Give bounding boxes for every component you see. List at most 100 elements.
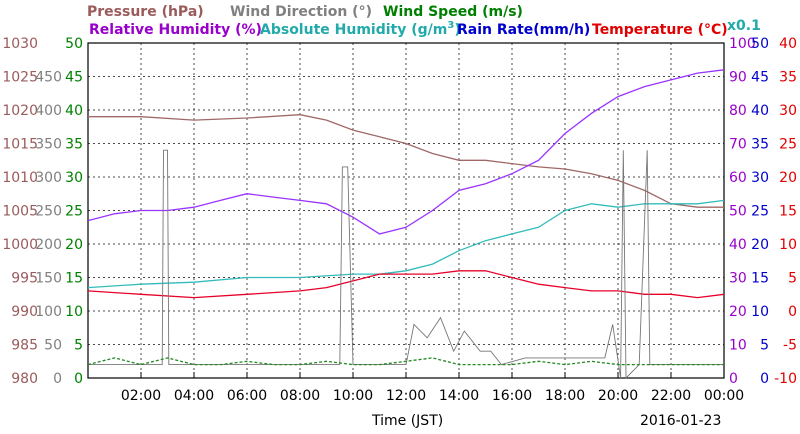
y-tick-rain-rate: 20 [751,237,769,253]
x-tick-label: 00:00 [704,388,744,404]
y-tick-temperature: 25 [779,137,797,153]
y-tick-temperature: 5 [788,271,797,287]
y-tick-wind-speed: 15 [65,271,83,287]
x-tick-label: 14:00 [439,388,479,404]
x-tick-label: 10:00 [333,388,373,404]
legend-absolute-humidity-sup: 3 [447,20,454,31]
series-absolute-humidity [87,199,725,289]
x-tick-label: 02:00 [121,388,161,404]
series-relative-humidity [87,69,725,235]
legend-absolute-humidity: Absolute Humidity (g/m3) [260,20,461,38]
x-tick-label: 04:00 [174,388,214,404]
y-tick-wind-direction: 350 [35,137,62,153]
y-tick-wind-direction: 100 [35,304,62,320]
y-tick-temperature: 0 [788,304,797,320]
y-tick-wind-direction: 300 [35,170,62,186]
y-tick-pressure: 990 [11,304,38,320]
legend-scale-note: x0.1 [727,18,761,34]
legend-absolute-humidity-label: Absolute Humidity (g/m [260,22,447,38]
legend-temperature: Temperature (°C) [592,22,728,38]
y-tick-temperature: 10 [779,237,797,253]
series-wind-direction [88,149,724,380]
legend-pressure: Pressure (hPa) [87,4,204,20]
y-tick-temperature: 30 [779,103,797,119]
y-tick-wind-direction: 400 [35,103,62,119]
y-tick-pressure: 1005 [2,204,38,220]
series-pressure [88,114,724,208]
legend-absolute-humidity-end: ) [454,22,460,38]
y-tick-relative-humidity: 10 [729,338,747,354]
y-tick-pressure: 1000 [2,237,38,253]
y-tick-temperature: 15 [779,204,797,220]
x-tick-label: 18:00 [545,388,585,404]
date-label: 2016-01-23 [640,413,721,429]
y-tick-rain-rate: 25 [751,204,769,220]
y-tick-wind-direction: 0 [53,371,62,387]
y-tick-wind-speed: 0 [74,371,83,387]
y-tick-relative-humidity: 60 [729,170,747,186]
y-tick-rain-rate: 30 [751,170,769,186]
y-tick-relative-humidity: 100 [729,36,756,52]
y-tick-rain-rate: 5 [760,338,769,354]
y-tick-wind-speed: 30 [65,170,83,186]
y-tick-wind-speed: 20 [65,237,83,253]
series-layer [87,69,725,380]
y-tick-pressure: 995 [11,271,38,287]
y-tick-wind-speed: 35 [65,137,83,153]
y-tick-rain-rate: 45 [751,70,769,86]
y-tick-rain-rate: 40 [751,103,769,119]
y-tick-wind-direction: 450 [35,70,62,86]
x-tick-label: 22:00 [651,388,691,404]
y-tick-relative-humidity: 70 [729,137,747,153]
y-tick-temperature: 20 [779,170,797,186]
y-tick-wind-speed: 25 [65,204,83,220]
y-tick-wind-speed: 10 [65,304,83,320]
y-tick-temperature: 35 [779,70,797,86]
x-tick-label: 08:00 [280,388,320,404]
y-tick-pressure: 1030 [2,36,38,52]
y-tick-wind-speed: 40 [65,103,83,119]
x-tick-label: 16:00 [492,388,532,404]
y-tick-rain-rate: 50 [751,36,769,52]
y-tick-relative-humidity: 30 [729,271,747,287]
y-tick-rain-rate: 10 [751,304,769,320]
y-tick-relative-humidity: 90 [729,70,747,86]
y-tick-rain-rate: 15 [751,271,769,287]
y-tick-pressure: 1010 [2,170,38,186]
y-axes: 1030102510201015101010051000995990985980… [2,36,797,387]
y-tick-pressure: 985 [11,338,38,354]
series-temperature [87,270,725,299]
y-tick-wind-direction: 50 [44,338,62,354]
y-tick-wind-speed: 45 [65,70,83,86]
y-tick-temperature: -10 [774,371,797,387]
y-tick-pressure: 1015 [2,137,38,153]
y-tick-relative-humidity: 40 [729,237,747,253]
x-axis-label: Time (JST) [371,413,443,429]
legend-wind-speed: Wind Speed (m/s) [383,4,523,20]
legend-wind-direction: Wind Direction (°) [230,4,372,20]
y-tick-wind-direction: 150 [35,271,62,287]
y-tick-wind-speed: 50 [65,36,83,52]
x-axis: 02:00 04:00 06:00 08:00 10:00 12:00 14:00 16:00… [121,372,744,404]
y-tick-temperature: 40 [779,36,797,52]
y-tick-relative-humidity: 80 [729,103,747,119]
y-tick-relative-humidity: 0 [729,371,738,387]
y-tick-pressure: 1020 [2,103,38,119]
y-tick-temperature: -5 [783,338,797,354]
series-wind-speed [87,357,724,366]
y-tick-rain-rate: 35 [751,137,769,153]
x-tick-label: 06:00 [227,388,267,404]
legend-relative-humidity: Relative Humidity (%) [89,22,262,38]
y-tick-relative-humidity: 20 [729,304,747,320]
y-tick-pressure: 980 [11,371,38,387]
y-tick-wind-direction: 250 [35,204,62,220]
y-tick-wind-direction: 200 [35,237,62,253]
legend-rain-rate: Rain Rate(mm/h) [457,22,590,38]
y-tick-relative-humidity: 50 [729,204,747,220]
y-tick-wind-speed: 5 [74,338,83,354]
grid-lines [88,43,724,378]
x-tick-label: 12:00 [386,388,426,404]
x-tick-label: 20:00 [598,388,638,404]
y-tick-pressure: 1025 [2,70,38,86]
